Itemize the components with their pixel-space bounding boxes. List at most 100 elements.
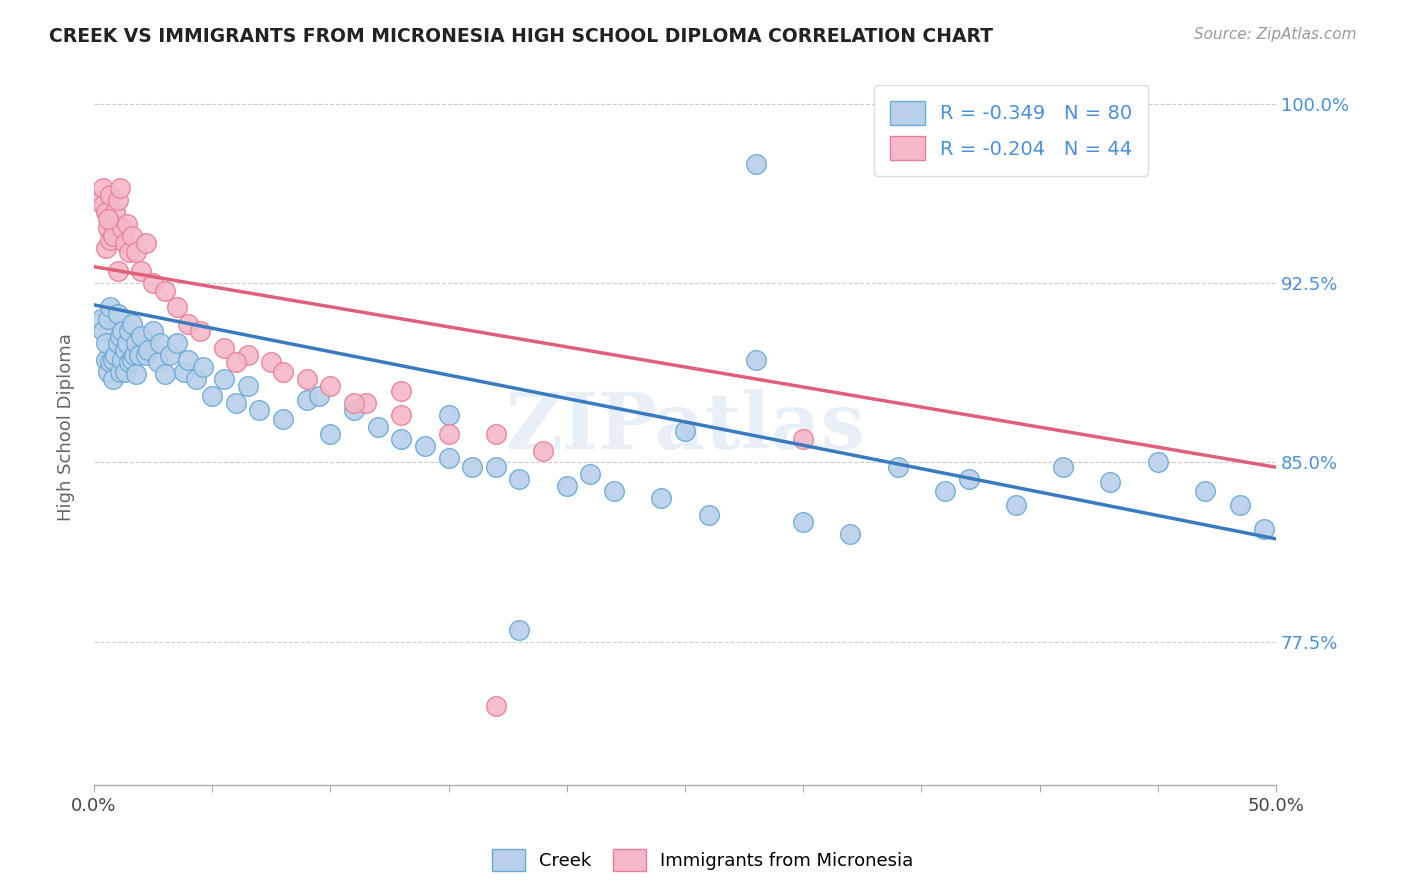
Point: [149, 336, 172, 351]
Point: [745, 352, 768, 367]
Point: [108, 329, 131, 343]
Point: [166, 300, 188, 314]
Point: [135, 235, 157, 250]
Point: [201, 388, 224, 402]
Point: [97, 312, 120, 326]
Point: [142, 324, 165, 338]
Point: [271, 412, 294, 426]
Point: [107, 264, 129, 278]
Point: [1052, 460, 1074, 475]
Point: [957, 472, 980, 486]
Point: [146, 355, 169, 369]
Point: [104, 348, 127, 362]
Point: [508, 623, 530, 637]
Point: [354, 396, 377, 410]
Point: [673, 425, 696, 439]
Point: [437, 450, 460, 465]
Point: [153, 367, 176, 381]
Point: [650, 491, 672, 506]
Point: [485, 426, 508, 441]
Point: [166, 336, 188, 351]
Point: [389, 384, 412, 398]
Point: [129, 264, 152, 278]
Point: [1253, 522, 1275, 536]
Point: [260, 355, 283, 369]
Point: [121, 228, 143, 243]
Point: [343, 396, 366, 410]
Legend: R = -0.349   N = 80, R = -0.204   N = 44: R = -0.349 N = 80, R = -0.204 N = 44: [875, 86, 1149, 176]
Point: [839, 527, 862, 541]
Point: [792, 432, 814, 446]
Point: [173, 365, 195, 379]
Point: [101, 372, 124, 386]
Point: [121, 317, 143, 331]
Point: [125, 245, 148, 260]
Point: [367, 419, 389, 434]
Point: [295, 372, 318, 386]
Point: [104, 204, 127, 219]
Point: [107, 336, 129, 351]
Point: [531, 443, 554, 458]
Point: [934, 484, 956, 499]
Point: [128, 348, 150, 362]
Point: [107, 193, 129, 207]
Text: ZIPatlas: ZIPatlas: [505, 389, 865, 465]
Point: [159, 348, 181, 362]
Point: [90, 312, 112, 326]
Point: [94, 352, 117, 367]
Point: [225, 396, 247, 410]
Point: [295, 393, 318, 408]
Point: [508, 472, 530, 486]
Point: [114, 365, 136, 379]
Point: [101, 352, 124, 367]
Point: [555, 479, 578, 493]
Point: [579, 467, 602, 482]
Point: [236, 348, 259, 362]
Point: [319, 379, 342, 393]
Point: [437, 426, 460, 441]
Y-axis label: High School Diploma: High School Diploma: [58, 333, 75, 521]
Point: [136, 343, 159, 358]
Point: [90, 193, 112, 207]
Point: [271, 365, 294, 379]
Point: [100, 234, 122, 248]
Point: [225, 355, 247, 369]
Text: CREEK VS IMMIGRANTS FROM MICRONESIA HIGH SCHOOL DIPLOMA CORRELATION CHART: CREEK VS IMMIGRANTS FROM MICRONESIA HIGH…: [49, 27, 993, 45]
Point: [101, 217, 124, 231]
Point: [122, 348, 145, 362]
Point: [184, 372, 207, 386]
Point: [101, 228, 124, 243]
Point: [93, 181, 115, 195]
Point: [94, 336, 117, 351]
Text: Source: ZipAtlas.com: Source: ZipAtlas.com: [1194, 27, 1357, 42]
Point: [745, 157, 768, 171]
Point: [142, 277, 165, 291]
Point: [319, 426, 342, 441]
Point: [153, 284, 176, 298]
Point: [1099, 475, 1122, 489]
Point: [94, 204, 117, 219]
Point: [389, 408, 412, 422]
Point: [886, 460, 908, 475]
Point: [100, 300, 122, 314]
Point: [115, 217, 138, 231]
Point: [111, 352, 134, 367]
Point: [413, 439, 436, 453]
Point: [107, 307, 129, 321]
Point: [118, 245, 141, 260]
Point: [114, 235, 136, 250]
Point: [97, 221, 120, 235]
Point: [212, 341, 235, 355]
Point: [1005, 499, 1028, 513]
Point: [236, 379, 259, 393]
Point: [118, 355, 141, 369]
Point: [249, 403, 271, 417]
Point: [111, 324, 134, 338]
Point: [125, 336, 148, 351]
Point: [308, 388, 330, 402]
Point: [135, 348, 157, 362]
Point: [114, 343, 136, 358]
Point: [343, 403, 366, 417]
Point: [100, 188, 122, 202]
Point: [108, 365, 131, 379]
